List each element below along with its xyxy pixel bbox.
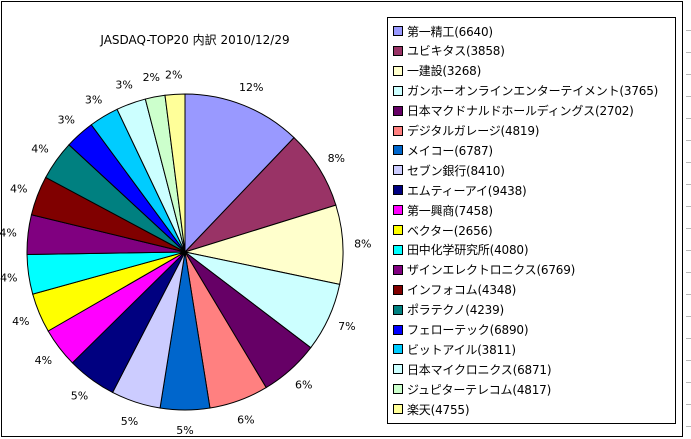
legend-label: ジュピターテレコム(4817) (407, 382, 552, 397)
legend-item-19: ジュピターテレコム(4817) (393, 380, 551, 398)
pie-label-3: 8% (354, 238, 371, 251)
legend-label: セブン銀行(8410) (407, 163, 505, 178)
pie-label-4: 7% (338, 320, 355, 333)
legend-swatch (393, 185, 403, 196)
pie-label-17: 3% (85, 93, 102, 106)
pie-label-7: 5% (176, 424, 193, 437)
legend-swatch (393, 384, 403, 395)
legend-swatch (393, 26, 403, 36)
pie-label-1: 12% (239, 81, 263, 94)
legend-item-16: フェローテック(6890) (393, 321, 529, 339)
legend-label: ポラテクノ(4239) (407, 303, 504, 318)
pie-slice-1 (184, 93, 295, 254)
legend-swatch (393, 324, 403, 335)
legend-item-5: 日本マクドナルドホールディングス(2702) (393, 102, 634, 120)
legend-swatch (393, 404, 403, 415)
legend-label: ベクター(2656) (407, 223, 493, 238)
legend-swatch (393, 344, 403, 355)
chart-title: JASDAQ-TOP20 内訳 2010/12/29 (99, 32, 289, 47)
pie-slices (26, 93, 344, 411)
pie-label-15: 4% (31, 143, 48, 156)
pie-label-12: 4% (0, 271, 17, 284)
pie-label-13: 4% (0, 226, 17, 239)
legend-swatch (393, 364, 403, 375)
pie-label-9: 5% (71, 389, 88, 402)
legend-label: インフォコム(4348) (407, 283, 517, 298)
legend-label: 楽天(4755) (407, 402, 470, 417)
legend-item-15: ポラテクノ(4239) (393, 301, 504, 319)
legend-item-10: 第一興商(7458) (393, 201, 493, 219)
pie-label-18: 3% (115, 79, 132, 92)
legend-label: エムティーアイ(9438) (407, 183, 527, 198)
legend-swatch (393, 225, 403, 235)
legend-item-2: ユビキタス(3858) (393, 42, 505, 60)
legend-item-13: ザインエレクトロニクス(6769) (393, 261, 575, 279)
legend-label: ユビキタス(3858) (407, 44, 505, 59)
legend-item-11: ベクター(2656) (393, 221, 493, 239)
legend-item-14: インフォコム(4348) (393, 281, 516, 299)
legend-label: フェローテック(6890) (407, 323, 529, 337)
legend-item-9: エムティーアイ(9438) (393, 181, 527, 199)
pie-labels: 12% 8% 8% 7% 6% 6% 5% 5% 5% 4% 4% 4% 4% 4% 4% 3% 3% 3% 2% 2… (0, 68, 372, 437)
chart-legend: 第一精工(6640) ユビキタス(3858) 一建設(3268) ガンホーオンラインエ… (387, 17, 676, 424)
pie-label-10: 4% (35, 354, 52, 367)
pie-label-16: 3% (58, 113, 75, 126)
window-edge (684, 0, 691, 439)
legend-swatch (393, 304, 403, 315)
legend-label: 第一興商(7458) (407, 203, 493, 218)
legend-label: ザインエレクトロニクス(6769) (407, 263, 576, 278)
legend-item-8: セブン銀行(8410) (393, 161, 505, 179)
legend-swatch (393, 45, 403, 56)
pie-label-14: 4% (10, 183, 27, 196)
legend-swatch (393, 284, 403, 295)
legend-label: 第一精工(6640) (407, 24, 493, 39)
legend-item-6: デジタルガレージ(4819) (393, 122, 539, 140)
legend-item-4: ガンホーオンラインエンターテイメント(3765) (393, 82, 658, 100)
legend-label: 日本マイクロニクス(6871) (407, 362, 552, 377)
pie-label-11: 4% (12, 315, 29, 328)
legend-swatch (393, 105, 403, 116)
pie-label-6: 6% (237, 413, 254, 426)
legend-item-3: 一建設(3268) (393, 62, 481, 80)
legend-label: ビットアイル(3811) (407, 342, 516, 357)
legend-swatch (393, 165, 403, 176)
legend-swatch (393, 125, 403, 136)
legend-label: 田中化学研究所(4080) (407, 243, 529, 258)
legend-swatch (393, 145, 403, 156)
legend-item-1: 第一精工(6640) (393, 22, 493, 40)
legend-swatch (393, 205, 403, 216)
legend-swatch (393, 264, 403, 275)
pie-label-8: 5% (121, 415, 138, 428)
pie-label-20: 2% (165, 68, 182, 81)
legend-item-12: 田中化学研究所(4080) (393, 241, 529, 259)
legend-label: 日本マクドナルドホールディングス(2702) (407, 104, 634, 119)
legend-item-7: メイコー(6787) (393, 141, 493, 159)
legend-label: ガンホーオンラインエンターテイメント(3765) (407, 84, 659, 99)
pie-label-2: 8% (328, 152, 345, 165)
legend-item-20: 楽天(4755) (393, 400, 470, 418)
pie-slice-20 (164, 93, 186, 253)
legend-label: デジタルガレージ(4819) (407, 124, 540, 138)
pie-label-5: 6% (295, 379, 312, 392)
legend-item-18: 日本マイクロニクス(6871) (393, 360, 552, 378)
pie-label-19: 2% (143, 71, 160, 84)
legend-label: メイコー(6787) (407, 143, 493, 158)
legend-swatch (393, 65, 403, 76)
legend-label: 一建設(3268) (407, 64, 482, 79)
legend-swatch (393, 244, 403, 255)
legend-swatch (393, 85, 403, 96)
legend-item-17: ビットアイル(3811) (393, 340, 516, 358)
